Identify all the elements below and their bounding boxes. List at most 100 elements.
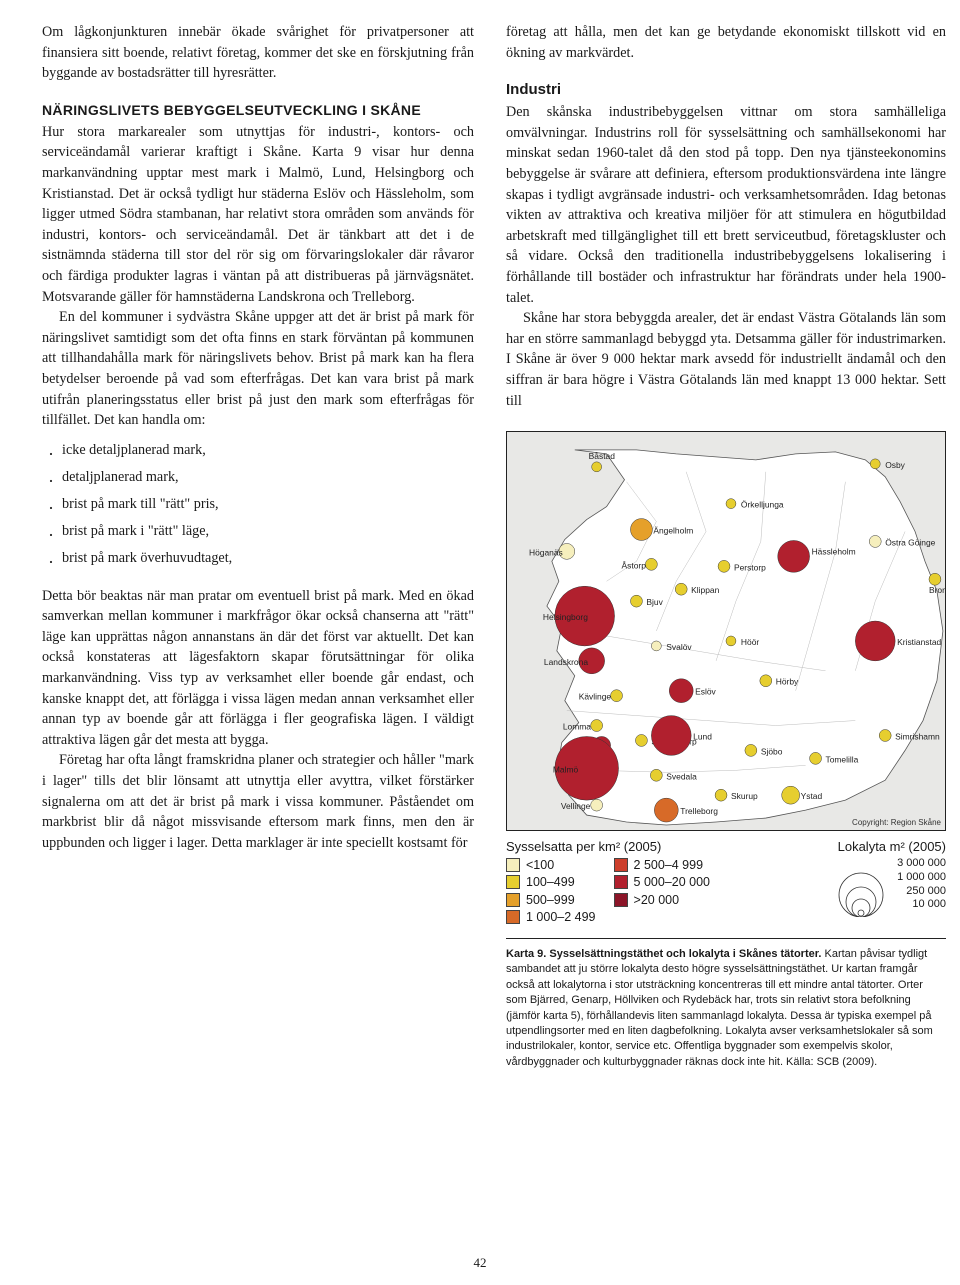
size-label: 3 000 000 xyxy=(897,857,946,871)
city-circle xyxy=(635,735,647,747)
city-circle xyxy=(879,730,891,742)
city-circle xyxy=(645,558,657,570)
city-circle xyxy=(726,636,736,646)
left-p1: Hur stora markarealer som utnyttjas för … xyxy=(42,122,474,307)
city-label: Båstad xyxy=(589,451,616,461)
legend-swatch xyxy=(506,893,520,907)
city-circle xyxy=(869,536,881,548)
caption-bold: Karta 9. Sysselsättningstäthet och lokal… xyxy=(506,948,821,960)
city-circle xyxy=(611,690,623,702)
map-legend: Sysselsatta per km² (2005) <100100–499 50… xyxy=(506,839,946,926)
city-circle xyxy=(855,621,895,661)
city-label: Osby xyxy=(885,460,905,470)
city-circle xyxy=(650,769,662,781)
city-circle xyxy=(591,720,603,732)
skane-map: Båstad Osby Örkelljunga Ängelholm Höganäs Åst… xyxy=(506,431,946,831)
city-circle xyxy=(870,459,880,469)
city-label: Perstorp xyxy=(734,562,766,572)
legend-row: 100–499 xyxy=(506,874,596,890)
city-circle xyxy=(591,799,603,811)
bullet-item: brist på mark i "rätt" läge, xyxy=(42,518,474,545)
map-figure: Båstad Osby Örkelljunga Ängelholm Höganäs Åst… xyxy=(506,431,946,1070)
right-p0: företag att hålla, men det kan ge betyda… xyxy=(506,22,946,63)
city-label: Simrishamn xyxy=(895,732,940,742)
city-label: Höganäs xyxy=(529,547,563,557)
bullet-item: brist på mark till "rätt" pris, xyxy=(42,491,474,518)
city-circle xyxy=(675,583,687,595)
city-circle xyxy=(726,499,736,509)
legend-label: 100–499 xyxy=(526,874,575,890)
city-circle xyxy=(745,745,757,757)
city-label: Kävlinge xyxy=(579,692,612,702)
size-label: 1 000 000 xyxy=(897,871,946,885)
map-copyright: Copyright: Region Skåne xyxy=(852,818,941,827)
city-label: Hässleholm xyxy=(812,546,856,556)
legend-row: 2 500–4 999 xyxy=(614,857,710,873)
left-p4: Företag har ofta långt framskridna plane… xyxy=(42,750,474,853)
city-label: Kristianstad xyxy=(897,637,941,647)
legend-label: 1 000–2 499 xyxy=(526,909,596,925)
city-circle xyxy=(669,679,693,703)
size-legend-circles xyxy=(831,857,891,920)
city-label: Sjöbo xyxy=(761,746,783,756)
city-label: Svedala xyxy=(666,771,697,781)
bullet-item: brist på mark överhuvudtaget, xyxy=(42,545,474,572)
city-circle xyxy=(651,716,691,756)
city-label: Helsingborg xyxy=(543,612,588,622)
city-label: Klippan xyxy=(691,585,719,595)
city-label: Höör xyxy=(741,637,759,647)
legend-swatch xyxy=(506,858,520,872)
city-circle xyxy=(718,560,730,572)
legend-row: 5 000–20 000 xyxy=(614,874,710,890)
city-label: Landskrona xyxy=(544,657,588,667)
city-label: Tomelilla xyxy=(826,754,859,764)
city-label: Åstorp xyxy=(622,560,647,570)
legend-row: 500–999 xyxy=(506,892,596,908)
city-label: Ängelholm xyxy=(653,526,693,536)
legend-left-title: Sysselsatta per km² (2005) xyxy=(506,839,710,854)
legend-swatch xyxy=(506,910,520,924)
left-p3: Detta bör beaktas när man pratar om even… xyxy=(42,586,474,751)
legend-label: >20 000 xyxy=(634,892,680,908)
city-label: Svalöv xyxy=(666,642,692,652)
city-circle xyxy=(630,595,642,607)
legend-row: >20 000 xyxy=(614,892,710,908)
city-label: Örkelljunga xyxy=(741,500,784,510)
city-label: Lund xyxy=(693,732,712,742)
city-circle xyxy=(929,573,941,585)
city-circle xyxy=(778,541,810,573)
left-p2: En del kommuner i sydvästra Skåne uppger… xyxy=(42,307,474,431)
intro-paragraph: Om lågkonjunkturen innebär ökade svårigh… xyxy=(42,22,474,84)
page-number: 42 xyxy=(0,1255,960,1271)
legend-label: 500–999 xyxy=(526,892,575,908)
legend-swatch xyxy=(614,875,628,889)
bullet-item: icke detaljplanerad mark, xyxy=(42,437,474,464)
section-heading-industri: Industri xyxy=(506,81,946,98)
legend-label: <100 xyxy=(526,857,554,873)
size-legend-labels: 3 000 000 1 000 000 250 000 10 000 xyxy=(897,857,946,912)
legend-row: 1 000–2 499 xyxy=(506,909,596,925)
city-circle xyxy=(760,675,772,687)
legend-swatch xyxy=(506,875,520,889)
caption-rest: Kartan påvisar tydligt sambandet att ju … xyxy=(506,948,933,1068)
city-circle xyxy=(782,786,800,804)
city-label: Skurup xyxy=(731,791,758,801)
legend-row: <100 xyxy=(506,857,596,873)
city-circle xyxy=(630,519,652,541)
city-circle xyxy=(651,641,661,651)
city-label: Bjuv xyxy=(646,597,663,607)
legend-swatch xyxy=(614,858,628,872)
legend-swatch xyxy=(614,893,628,907)
city-label: Östra Göinge xyxy=(885,538,935,548)
city-label: Hörby xyxy=(776,677,799,687)
legend-label: 2 500–4 999 xyxy=(634,857,704,873)
city-label: Eslöv xyxy=(695,687,716,697)
figure-caption: Karta 9. Sysselsättningstäthet och lokal… xyxy=(506,938,946,1070)
right-p2: Skåne har stora bebyggda arealer, det är… xyxy=(506,308,946,411)
bullet-item: detaljplanerad mark, xyxy=(42,464,474,491)
right-p1: Den skånska industribebyggelsen vittnar … xyxy=(506,102,946,308)
legend-label: 5 000–20 000 xyxy=(634,874,710,890)
city-label: Malmö xyxy=(553,764,579,774)
size-label: 250 000 xyxy=(897,885,946,899)
size-label: 10 000 xyxy=(897,898,946,912)
